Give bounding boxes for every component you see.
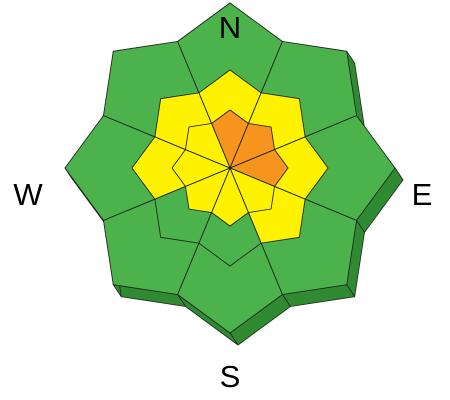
north-label: N xyxy=(219,10,241,45)
sector-divider xyxy=(177,41,231,169)
sector-divider xyxy=(103,115,231,169)
sector-divider xyxy=(177,167,231,295)
sector-divider xyxy=(229,167,283,295)
east-label: E xyxy=(412,177,433,212)
sector-divider xyxy=(229,115,357,169)
sector-divider xyxy=(229,167,357,221)
rose-tops xyxy=(64,2,396,334)
sector-divider xyxy=(103,167,231,221)
sector-divider xyxy=(229,41,283,169)
west-label: W xyxy=(13,177,43,212)
south-label: S xyxy=(220,359,241,394)
